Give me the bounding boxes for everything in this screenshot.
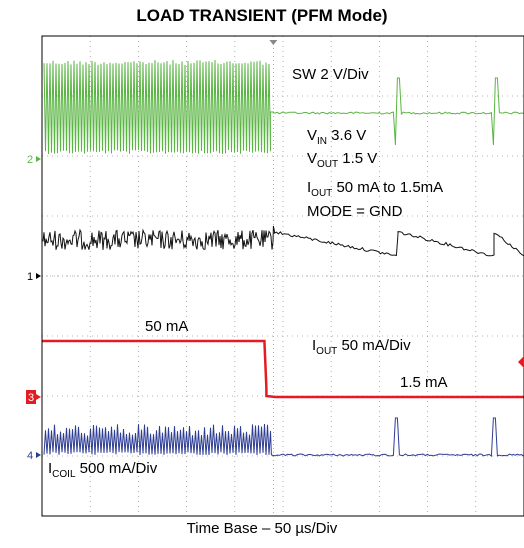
iout-range-label: IOUT 50 mA to 1.5mA (307, 179, 443, 199)
coil-current-trace (43, 417, 524, 457)
channel-marker-4: 4 (27, 450, 33, 462)
channel-marker-3: 3 (28, 392, 34, 404)
x-axis-label: Time Base – 50 µs/Div (186, 520, 338, 537)
icoil-scale-label: ICOIL 500 mA/Div (48, 460, 158, 480)
load-current-trace (42, 339, 524, 399)
iout-scale-label: IOUT 50 mA/Div (312, 337, 411, 357)
plot-frame (41, 35, 524, 517)
output-voltage-trace (42, 225, 524, 257)
channel-marker-2: 2 (27, 154, 33, 166)
trigger-level-marker (518, 356, 524, 368)
sw-scale-label: SW 2 V/Div (292, 66, 369, 83)
channel-marker-1: 1 (27, 271, 33, 283)
load-high-label: 50 mA (145, 318, 188, 335)
channel-arrow-2 (36, 156, 41, 162)
traces (42, 59, 524, 457)
vout-label: VOUT 1.5 V (307, 150, 377, 170)
trigger-position-marker (269, 40, 278, 45)
channel-arrow-3 (36, 394, 41, 400)
channel-markers: 2 1 3 4 (26, 40, 524, 462)
mode-label: MODE = GND (307, 203, 403, 220)
grid (42, 36, 524, 516)
channel-3-badge (26, 390, 36, 404)
channel-arrow-4 (36, 452, 41, 458)
channel-arrow-1 (36, 273, 41, 279)
load-low-label: 1.5 mA (400, 374, 448, 391)
sw-node-trace (43, 59, 524, 155)
chart-title: LOAD TRANSIENT (PFM Mode) (136, 6, 388, 25)
vin-label: VIN 3.6 V (307, 127, 366, 147)
